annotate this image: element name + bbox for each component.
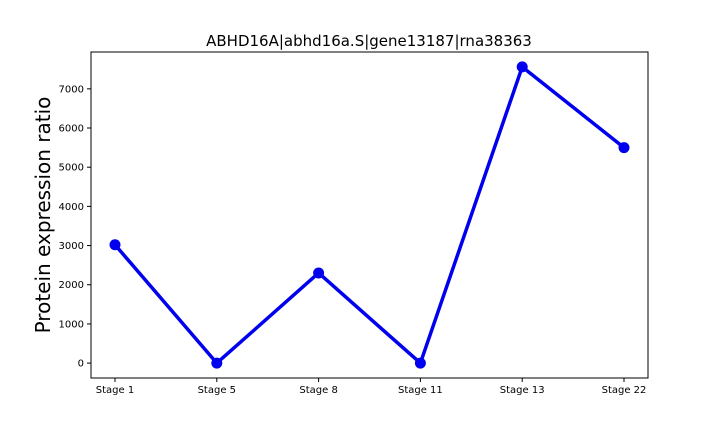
data-point <box>313 267 325 279</box>
y-tick-label: 7000 <box>59 84 84 95</box>
series-line <box>113 65 626 365</box>
chart-title: ABHD16A|abhd16a.S|gene13187|rna38363 <box>206 32 532 50</box>
y-tick-label: 3000 <box>59 241 84 252</box>
x-tick-label: Stage 1 <box>96 385 134 396</box>
x-tick-label: Stage 22 <box>602 385 647 396</box>
y-tick-label: 2000 <box>59 280 84 291</box>
data-point <box>618 142 630 154</box>
data-point <box>109 239 121 251</box>
x-tick-label: Stage 11 <box>398 385 443 396</box>
y-axis-label: Protein expression ratio <box>31 97 55 334</box>
data-point <box>516 61 528 73</box>
y-tick-label: 6000 <box>59 124 84 135</box>
plot-area: 0 1000 2000 3000 4000 5000 6000 7000 Stage 1 Stag… <box>59 51 649 396</box>
x-tick-label: Stage 8 <box>299 385 337 396</box>
y-tick-label: 1000 <box>59 319 84 330</box>
y-tick-label: 0 <box>78 359 84 370</box>
y-tick-label: 5000 <box>59 163 84 174</box>
x-tick-label: Stage 13 <box>500 385 545 396</box>
y-tick-label: 4000 <box>59 202 84 213</box>
x-tick-label: Stage 5 <box>198 385 236 396</box>
data-point <box>414 357 426 369</box>
plot-frame <box>90 51 649 379</box>
data-point <box>211 357 223 369</box>
